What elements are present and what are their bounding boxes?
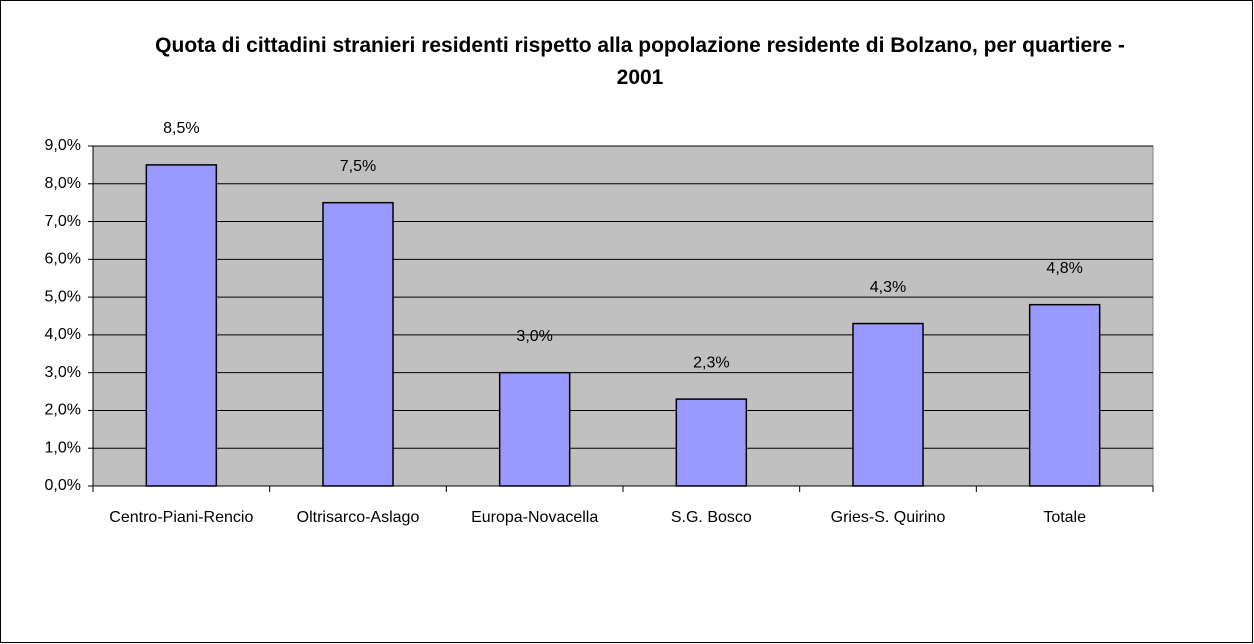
- data-label: 8,5%: [163, 120, 199, 137]
- data-label: 3,0%: [516, 328, 552, 345]
- x-tick-label: Europa-Novacella: [471, 509, 598, 526]
- y-tick-label: 2,0%: [45, 402, 81, 419]
- data-label: 4,8%: [1046, 260, 1082, 277]
- y-tick-label: 9,0%: [45, 137, 81, 154]
- y-tick-label: 5,0%: [45, 288, 81, 305]
- bar: [498, 371, 571, 487]
- y-tick-label: 0,0%: [45, 477, 81, 494]
- x-tick-label: Totale: [1043, 509, 1086, 526]
- data-label: 2,3%: [693, 354, 729, 371]
- y-tick-label: 8,0%: [45, 175, 81, 192]
- y-tick-label: 3,0%: [45, 364, 81, 381]
- y-tick-label: 1,0%: [45, 439, 81, 456]
- x-tick-label: Centro-Piani-Rencio: [109, 509, 253, 526]
- plot-area: [92, 145, 1154, 487]
- bar: [852, 322, 924, 487]
- y-tick-label: 6,0%: [45, 251, 81, 268]
- data-label: 4,3%: [870, 279, 906, 296]
- data-label: 7,5%: [340, 158, 376, 175]
- bar: [145, 164, 218, 487]
- bar: [675, 398, 748, 487]
- bar: [322, 201, 394, 487]
- x-tick-label: S.G. Bosco: [671, 509, 752, 526]
- chart-title: Quota di cittadini stranieri residenti r…: [155, 34, 1125, 89]
- x-tick-label: Oltrisarco-Aslago: [297, 509, 420, 526]
- x-tick-label: Gries-S. Quirino: [831, 509, 946, 526]
- bar: [1028, 303, 1101, 487]
- y-tick-label: 4,0%: [45, 326, 81, 343]
- y-tick-label: 7,0%: [45, 213, 81, 230]
